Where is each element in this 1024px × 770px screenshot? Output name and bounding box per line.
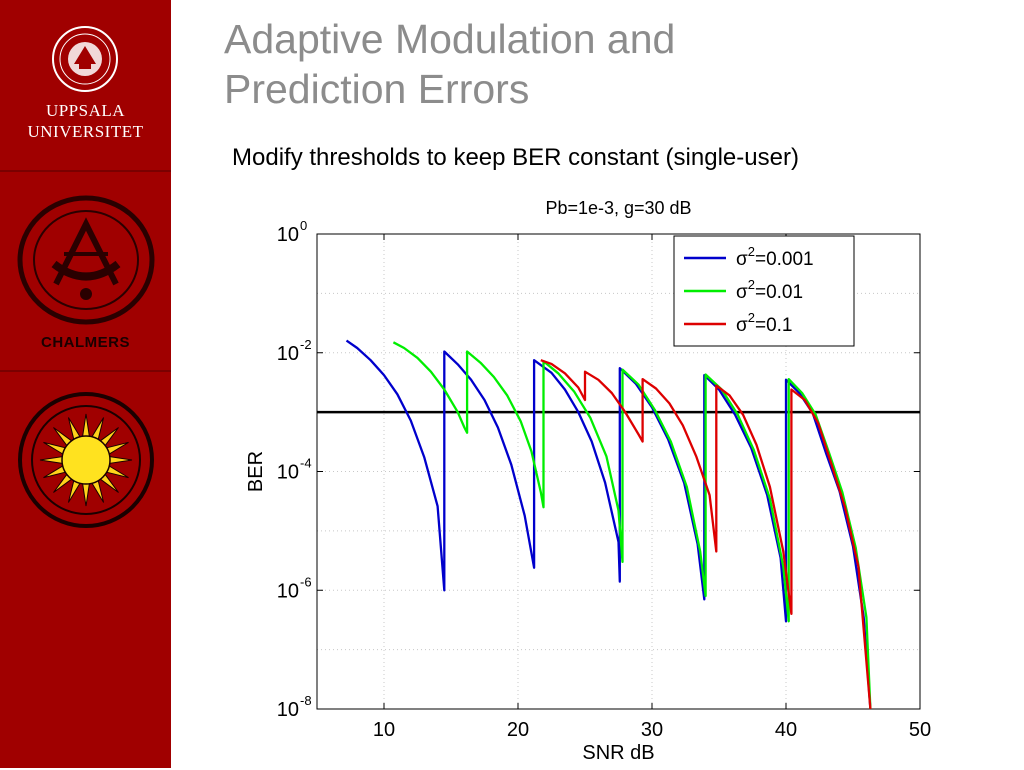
slide-title-line2: Prediction Errors	[224, 66, 530, 112]
series-line	[345, 339, 872, 710]
legend-entry: σ2=0.01	[736, 277, 803, 303]
ber-chart: 10 20 30 40 50 10 0 10 -2 10 -4 10 -6 10 -8 Pb=1e-3, g=…	[230, 190, 960, 770]
x-tick-label: 10	[373, 719, 395, 741]
uppsala-line2: UNIVERSITET	[27, 122, 144, 141]
legend-value: =0.001	[755, 249, 814, 270]
chalmers-seal-icon	[17, 195, 155, 325]
slide-subtitle: Modify thresholds to keep BER constant (…	[232, 144, 799, 171]
sun-ray	[39, 456, 63, 464]
slide-title: Adaptive Modulation and Prediction Error…	[224, 14, 675, 114]
y-tick-label: 10	[277, 580, 299, 602]
sun-ray	[91, 479, 105, 503]
legend-exponent: 2	[748, 277, 755, 292]
y-tick-exponent: -8	[300, 693, 312, 708]
legend-symbol: σ	[736, 315, 748, 336]
legend-exponent: 2	[748, 310, 755, 325]
sun-ray	[109, 456, 133, 464]
legend-entry: σ2=0.1	[736, 310, 792, 336]
y-tick-exponent: -4	[300, 456, 312, 471]
y-tick-label: 10	[277, 699, 299, 721]
chalmers-logo-text: CHALMERS	[41, 334, 130, 351]
chart-title: Pb=1e-3, g=30 dB	[545, 198, 691, 218]
sun-ray	[67, 417, 81, 441]
uppsala-line1: UPPSALA	[45, 101, 126, 120]
sun-ray	[82, 413, 90, 437]
x-tick-label: 20	[507, 719, 529, 741]
sun-ray	[105, 465, 129, 479]
legend-entry: σ2=0.001	[736, 244, 814, 270]
uppsala-logo-text: UPPSALA UNIVERSITET	[0, 100, 171, 142]
x-tick-label: 50	[909, 719, 931, 741]
sun-ray	[43, 441, 67, 455]
sun-ray	[82, 483, 90, 507]
y-tick-label: 10	[277, 343, 299, 365]
series-line	[392, 341, 872, 710]
legend-value: =0.01	[755, 282, 803, 303]
y-tick-exponent: -6	[300, 574, 312, 589]
uppsala-seal-icon	[52, 26, 118, 92]
sidebar-divider	[0, 370, 171, 372]
y-tick-label: 10	[277, 462, 299, 484]
sun-ray	[43, 465, 67, 479]
y-axis-label: BER	[245, 451, 267, 492]
slide-title-line1: Adaptive Modulation and	[224, 16, 676, 62]
sidebar-divider	[0, 170, 171, 172]
series-line	[540, 359, 872, 710]
y-tick-label: 10	[277, 224, 299, 246]
x-axis-label: SNR dB	[582, 742, 654, 764]
sun-ray	[105, 441, 129, 455]
legend-value: =0.1	[755, 315, 793, 336]
sun-ray	[91, 417, 105, 441]
y-tick-exponent: 0	[300, 218, 307, 233]
x-tick-label: 30	[641, 719, 663, 741]
legend-exponent: 2	[748, 244, 755, 259]
karlstad-sun-seal-icon	[18, 392, 154, 528]
legend-symbol: σ	[736, 249, 748, 270]
sun-ray	[67, 479, 81, 503]
legend-symbol: σ	[736, 282, 748, 303]
x-tick-label: 40	[775, 719, 797, 741]
y-tick-exponent: -2	[300, 337, 312, 352]
university-sidebar: UPPSALA UNIVERSITET CHALMERS	[0, 0, 171, 768]
